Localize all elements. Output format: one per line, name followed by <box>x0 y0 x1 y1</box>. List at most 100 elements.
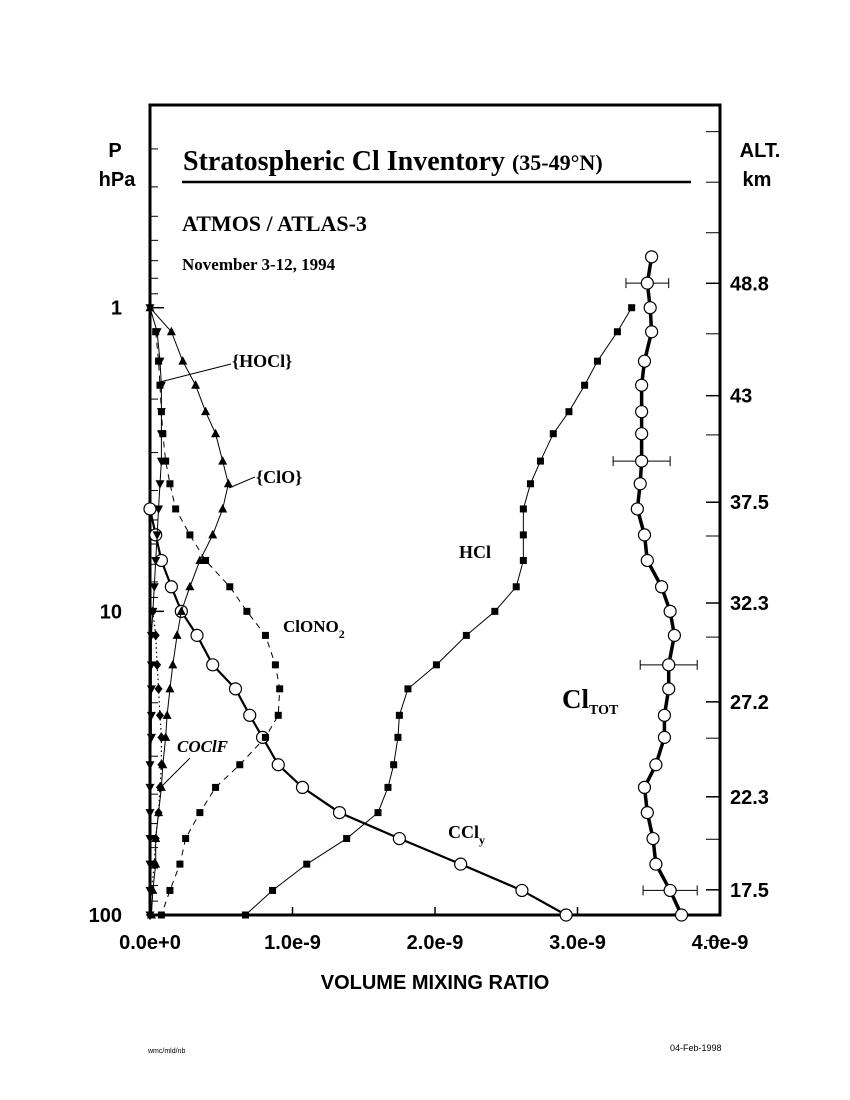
point <box>637 354 652 368</box>
point <box>196 809 204 817</box>
point <box>432 661 440 669</box>
y2-tick-label: 22.3 <box>730 787 769 809</box>
y2-tick-label: 32.3 <box>730 593 769 615</box>
point <box>269 886 277 894</box>
point <box>228 682 243 696</box>
point <box>271 758 285 772</box>
point <box>156 408 166 417</box>
point <box>662 658 676 672</box>
point <box>667 628 682 642</box>
point <box>243 708 257 722</box>
point <box>176 606 186 615</box>
y2-tick-label: 43 <box>730 386 752 408</box>
point <box>151 556 161 566</box>
point <box>663 604 677 618</box>
point <box>261 733 269 741</box>
point <box>226 583 234 591</box>
point <box>662 682 676 696</box>
series-label: ClTOT <box>562 684 619 718</box>
point <box>154 505 164 514</box>
point <box>147 885 156 896</box>
point <box>394 733 402 741</box>
series-name: COClF <box>177 737 229 756</box>
footer-left: wmc/mld/nb <box>147 1048 185 1055</box>
point <box>166 326 176 336</box>
chart-title: Stratospheric Cl Inventory (35-49°N) <box>183 146 603 177</box>
point <box>152 531 162 540</box>
y2-label: ALT. <box>740 140 781 162</box>
plot: 0.0e+0 1.0e-9 2.0e-9 3.0e-9 4.0e-9 1 10 100 17.5… <box>89 131 769 954</box>
point <box>166 480 174 488</box>
point <box>218 456 228 465</box>
y-label: P <box>108 140 121 162</box>
point <box>145 809 155 818</box>
footer-right: 04-Feb-1998 <box>670 1043 722 1053</box>
series-label: {HOCl} <box>232 351 292 371</box>
point <box>178 356 188 365</box>
point <box>236 761 244 769</box>
series-line <box>245 307 633 916</box>
point <box>565 408 573 416</box>
x-tick-label: 1.0e-9 <box>264 932 321 954</box>
point <box>581 381 589 389</box>
point <box>519 505 527 513</box>
point <box>640 276 654 290</box>
point <box>211 428 221 438</box>
point <box>395 711 403 719</box>
point <box>152 328 162 337</box>
series-label: HCl <box>459 542 491 562</box>
point <box>146 733 156 743</box>
point <box>143 502 157 516</box>
point <box>146 661 156 670</box>
point <box>404 685 412 693</box>
point <box>649 857 663 871</box>
point <box>146 685 156 694</box>
series-subscript: 2 <box>339 627 345 641</box>
point <box>536 457 544 465</box>
point <box>633 477 647 491</box>
point <box>640 553 654 568</box>
point <box>640 805 654 820</box>
point <box>392 831 406 846</box>
point <box>172 630 182 639</box>
point <box>332 805 347 820</box>
leader-line <box>157 757 191 791</box>
point <box>644 250 659 264</box>
point <box>271 661 279 669</box>
point <box>154 683 163 694</box>
point <box>519 556 527 564</box>
point <box>559 908 573 922</box>
point <box>384 783 392 791</box>
point <box>649 758 663 772</box>
series-name: ClONO <box>283 617 339 636</box>
point <box>295 780 310 795</box>
y2-tick-label: 17.5 <box>730 880 769 902</box>
point <box>208 529 218 539</box>
y-tick-label: 100 <box>89 905 122 927</box>
y-tick-label: 10 <box>100 601 122 623</box>
point <box>654 580 669 594</box>
point <box>206 658 220 672</box>
date: November 3-12, 1994 <box>182 255 336 274</box>
point <box>155 480 165 489</box>
series-name: HCl <box>459 542 491 562</box>
point <box>162 457 170 465</box>
point <box>145 835 155 844</box>
x-tick-label: 3.0e-9 <box>549 932 606 954</box>
point <box>166 886 174 894</box>
point <box>374 809 382 817</box>
series-name: {ClO} <box>256 467 302 487</box>
point <box>512 583 520 591</box>
point <box>637 528 652 542</box>
point <box>635 454 649 468</box>
point <box>643 301 657 315</box>
y2-tick-label: 37.5 <box>730 492 769 514</box>
point <box>390 761 398 769</box>
point <box>186 531 194 539</box>
point <box>182 835 190 843</box>
point <box>644 325 659 339</box>
series-label: CCly <box>448 822 485 847</box>
leader-line <box>228 476 256 489</box>
point <box>212 783 220 791</box>
x-tick-label: 0.0e+0 <box>119 932 181 954</box>
